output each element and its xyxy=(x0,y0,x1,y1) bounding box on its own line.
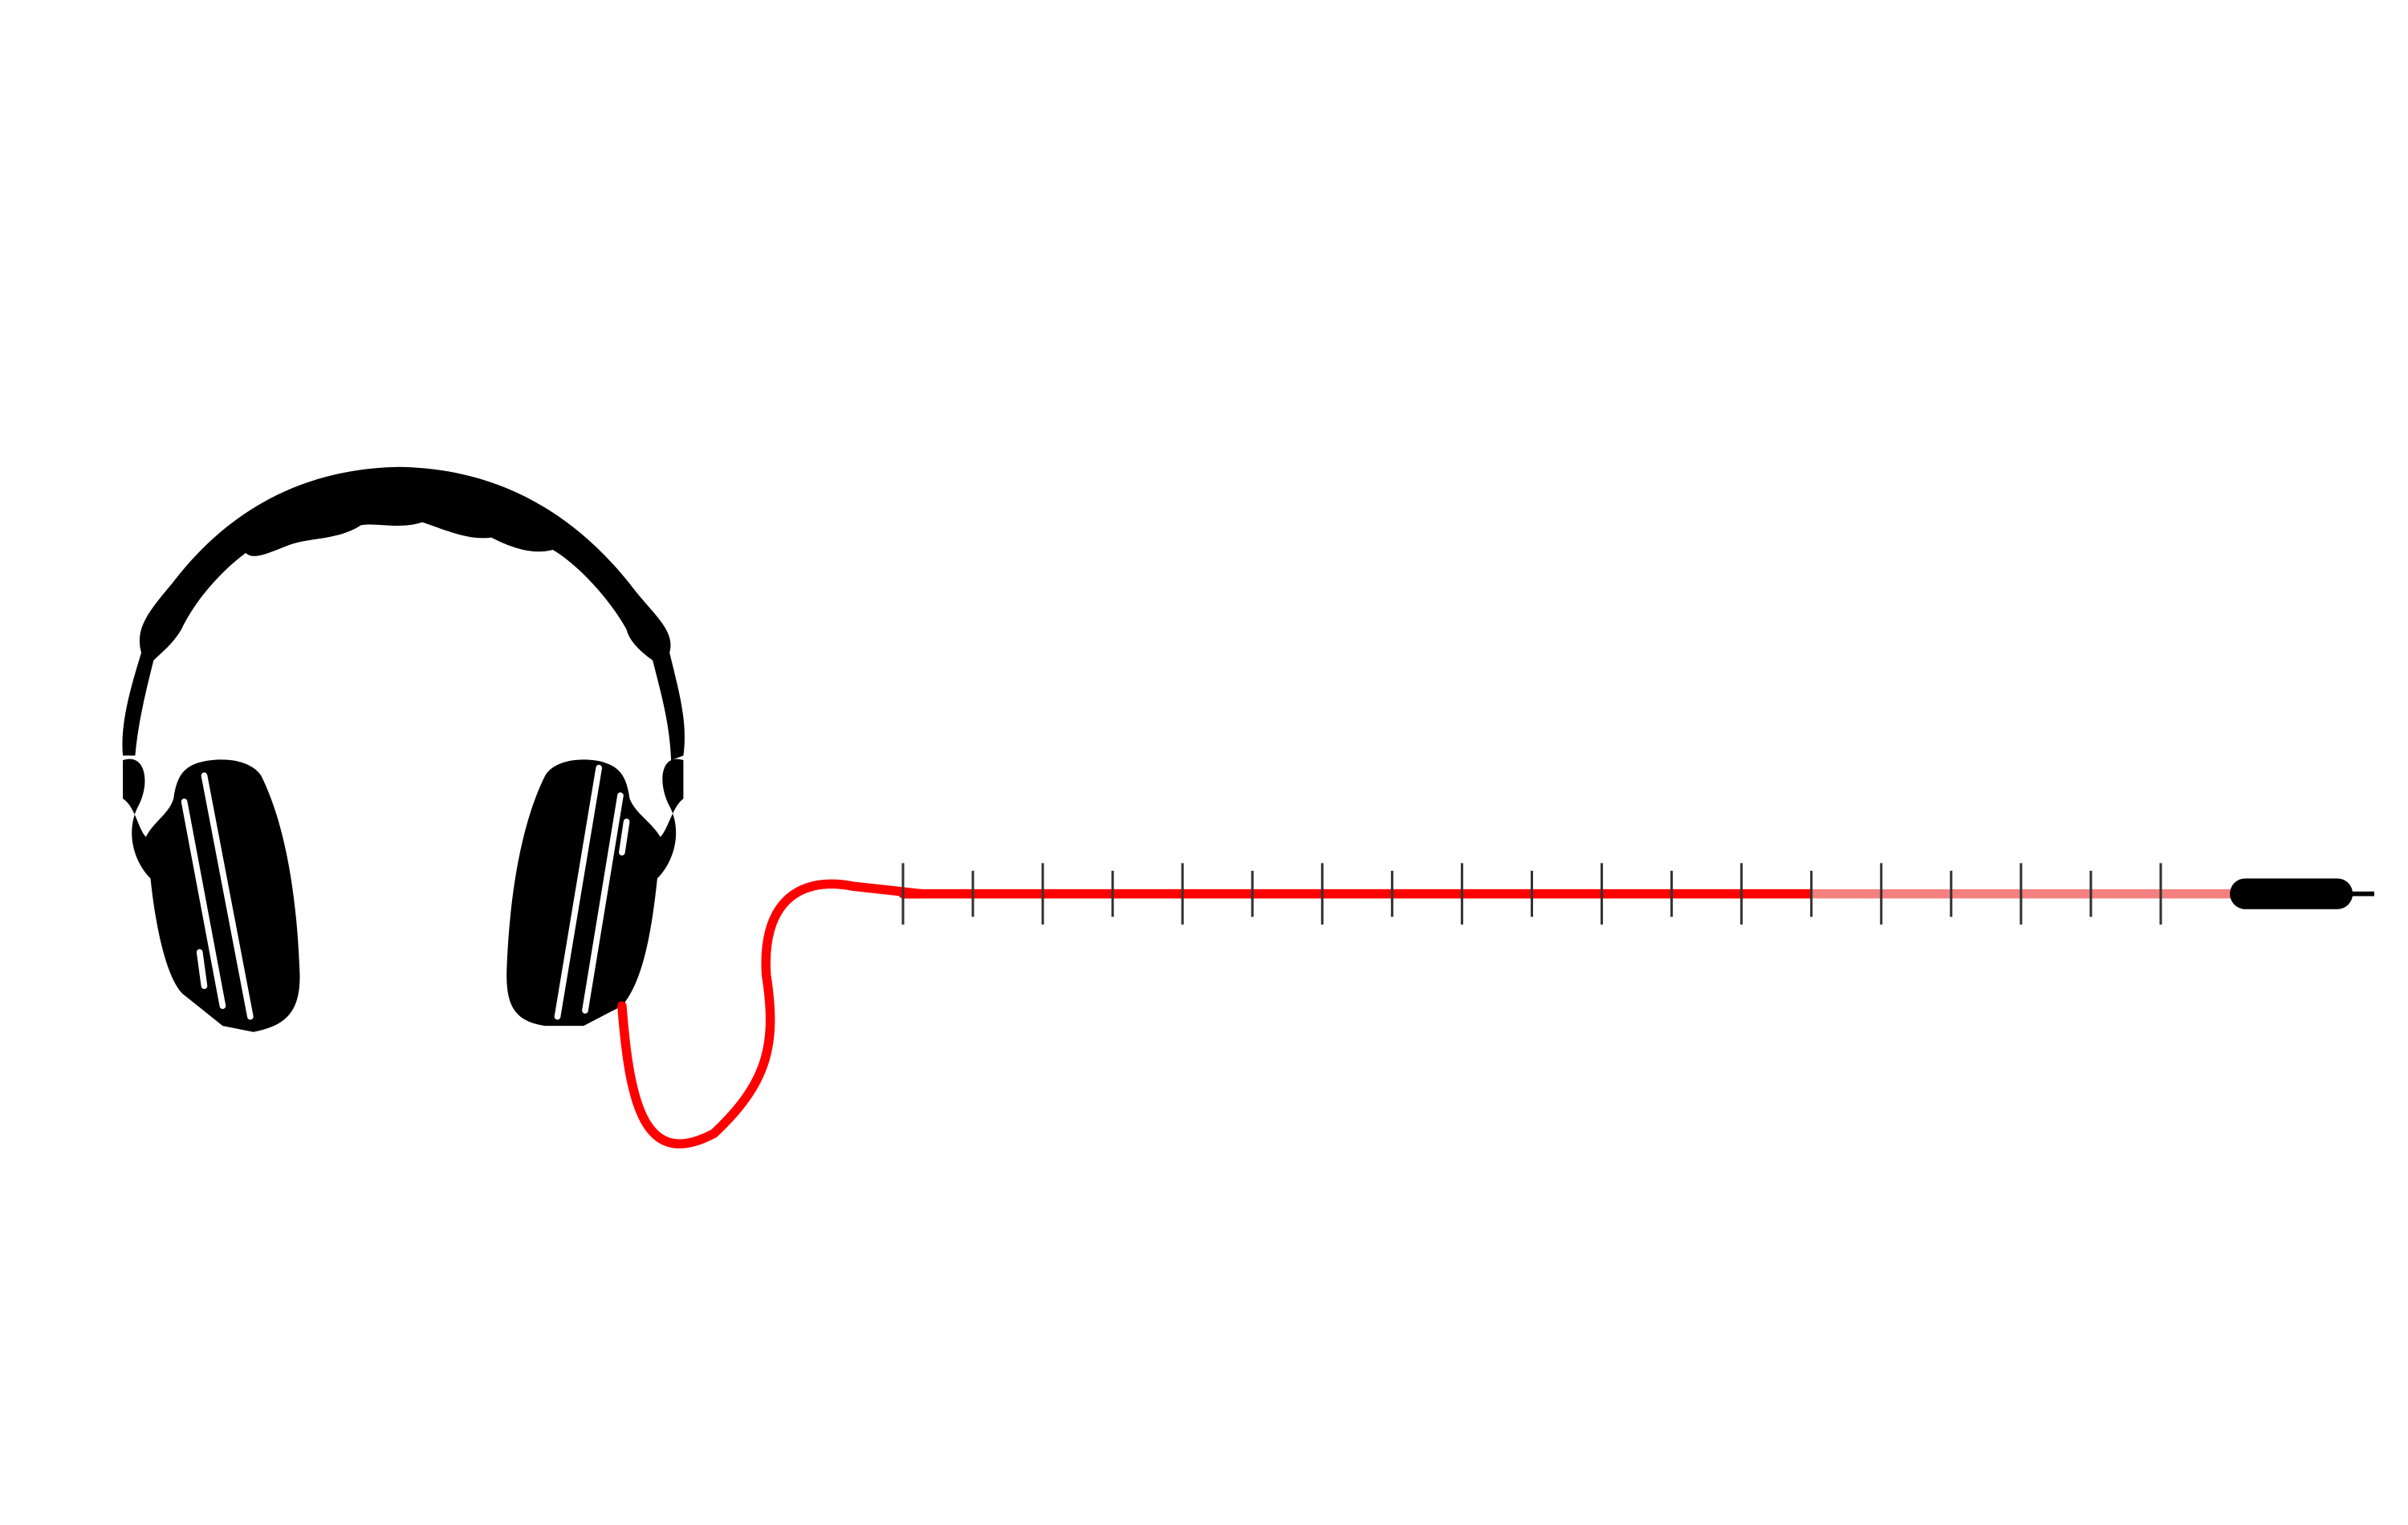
volume-slider[interactable] xyxy=(901,863,2243,925)
audio-jack xyxy=(2230,878,2374,909)
jack-plug xyxy=(2230,878,2353,909)
headphones xyxy=(122,466,685,1032)
cable xyxy=(617,879,922,1149)
left-ear-cup xyxy=(123,758,300,1032)
right-ear-cup xyxy=(506,758,684,1027)
cup-highlights xyxy=(181,764,630,1020)
headband xyxy=(122,466,685,761)
